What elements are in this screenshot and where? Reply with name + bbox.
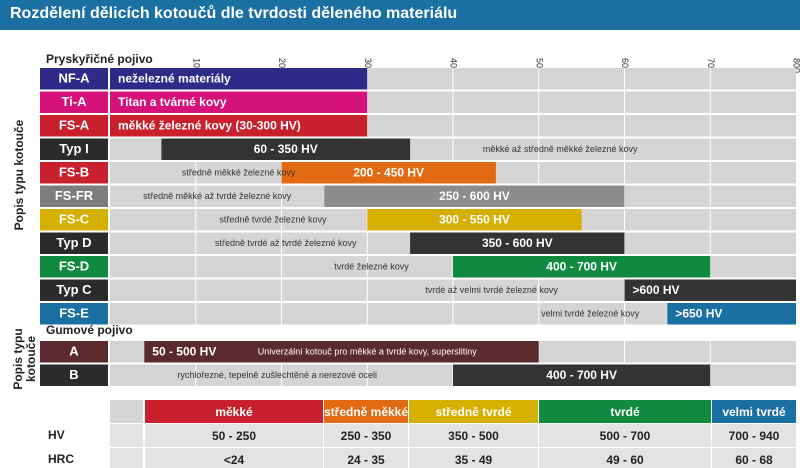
resin-bar-label: 350 - 600 HV bbox=[482, 236, 553, 250]
resin-row-note: středně tvrdé železné kovy bbox=[219, 215, 327, 225]
resin-range-bar bbox=[667, 303, 796, 325]
rubber-label-box bbox=[40, 364, 108, 386]
resin-label-box bbox=[40, 115, 108, 137]
x-tick-label: 100 bbox=[191, 58, 201, 73]
table-hrc-cell: 60 - 68 bbox=[712, 448, 796, 468]
x-axis-ticks: 100 200 300 400 500 600 700 800 bbox=[191, 58, 800, 73]
table-hrc-cell: 35 - 49 bbox=[409, 448, 538, 468]
table-header-cell: středně tvrdé bbox=[409, 400, 538, 423]
resin-bar-label: 300 - 550 HV bbox=[439, 212, 510, 226]
resin-label-box bbox=[40, 162, 108, 184]
resin-row-note: středně měkké železné kovy bbox=[182, 168, 296, 178]
hardness-range-chart: 100 200 300 400 500 600 700 800 NF-A neželezné m… bbox=[40, 58, 800, 386]
resin-label-box bbox=[40, 91, 108, 113]
resin-row-note: tvrdé až velmi tvrdé železné kovy bbox=[425, 285, 558, 295]
resin-label-box bbox=[40, 303, 108, 325]
x-tick-label: 400 bbox=[449, 58, 459, 73]
resin-range-bar bbox=[624, 279, 796, 301]
resin-row-label: Ti-A bbox=[61, 94, 87, 109]
resin-row-label: FS-B bbox=[59, 165, 89, 180]
rubber-range-bar bbox=[144, 341, 539, 363]
table-hrc-cell: 24 - 35 bbox=[324, 448, 408, 468]
section-title-rubber: Gumové pojivo bbox=[46, 323, 133, 337]
table-header-cell: měkké bbox=[145, 400, 323, 423]
resin-range-bar bbox=[367, 209, 582, 231]
resin-range-bar bbox=[161, 138, 411, 160]
resin-bar-label: >600 HV bbox=[633, 283, 680, 297]
table-header-cell: velmi tvrdé bbox=[712, 400, 796, 423]
table-corner bbox=[110, 400, 143, 423]
resin-bar-label: měkké železné kovy (30-300 HV) bbox=[118, 118, 301, 132]
resin-label-box bbox=[40, 279, 108, 301]
resin-rows: NF-A neželezné materiály Ti-A Titan a tvárn… bbox=[40, 68, 796, 325]
rubber-row-note: Univerzální kotouč pro měkké a tvrdé kov… bbox=[258, 347, 477, 357]
resin-row-note: středně měkké až tvrdé železné kovy bbox=[143, 191, 292, 201]
resin-row-note: tvrdé železné kovy bbox=[334, 262, 409, 272]
x-tick-label: 200 bbox=[277, 58, 287, 73]
table-hv-cell: 350 - 500 bbox=[409, 424, 538, 447]
resin-row-label: Typ I bbox=[59, 141, 88, 156]
table-header-cell: tvrdé bbox=[539, 400, 711, 423]
resin-row-label: FS-D bbox=[59, 259, 89, 274]
resin-range-bar bbox=[110, 115, 368, 137]
resin-label-box bbox=[40, 232, 108, 254]
rubber-bar-label: 50 - 500 HV bbox=[152, 344, 216, 358]
table-hv-cell: 250 - 350 bbox=[324, 424, 408, 447]
resin-bar-label: neželezné materiály bbox=[118, 71, 231, 85]
table-row-label: HRC bbox=[48, 452, 74, 466]
resin-label-box bbox=[40, 185, 108, 207]
table-blank-cell bbox=[110, 424, 143, 447]
resin-label-box bbox=[40, 209, 108, 231]
rubber-rows: A 50 - 500 HV Univerzální kotouč pro měkké… bbox=[40, 341, 796, 386]
table-hv-cell: 50 - 250 bbox=[145, 424, 323, 447]
resin-row-note: měkké až středně měkké železné kovy bbox=[483, 144, 638, 154]
x-tick-label: 500 bbox=[534, 58, 544, 73]
resin-bar-label: >650 HV bbox=[675, 306, 722, 320]
rubber-bar-label: 400 - 700 HV bbox=[546, 368, 617, 382]
resin-bar-label: 400 - 700 HV bbox=[546, 259, 617, 273]
resin-row-label: NF-A bbox=[58, 71, 90, 86]
table-blank-cell bbox=[110, 448, 143, 468]
resin-bar-label: 60 - 350 HV bbox=[254, 142, 318, 156]
table-row-label: HV bbox=[48, 428, 65, 442]
x-tick-label: 700 bbox=[706, 58, 716, 73]
title-bar: Rozdělení dělicích kotoučů dle tvrdosti … bbox=[0, 0, 800, 30]
rubber-label-box bbox=[40, 341, 108, 363]
resin-bar-label: Titan a tvárné kovy bbox=[118, 95, 227, 109]
table-header-cell: středně měkké bbox=[324, 400, 408, 423]
page-title: Rozdělení dělicích kotoučů dle tvrdosti … bbox=[10, 5, 458, 22]
resin-range-bar bbox=[324, 185, 625, 207]
resin-bar-label: 250 - 600 HV bbox=[439, 189, 510, 203]
resin-range-bar bbox=[410, 232, 625, 254]
resin-range-bar bbox=[281, 162, 496, 184]
table-hv-cell: 700 - 940 bbox=[712, 424, 796, 447]
resin-row-note: středně tvrdé až tvrdé železné kovy bbox=[215, 238, 357, 248]
x-tick-label: 300 bbox=[363, 58, 373, 73]
table-hv-cell: 500 - 700 bbox=[539, 424, 711, 447]
table-hrc-cell: <24 bbox=[145, 448, 323, 468]
resin-range-bar bbox=[110, 91, 368, 113]
resin-label-box bbox=[40, 138, 108, 160]
resin-row-label: Typ D bbox=[56, 235, 91, 250]
rubber-row-note: rychlořezné, tepelně zušlechtěné a nerez… bbox=[177, 370, 377, 380]
resin-range-bar bbox=[453, 256, 711, 278]
resin-bar-label: 200 - 450 HV bbox=[353, 165, 424, 179]
table-hrc-cell: 49 - 60 bbox=[539, 448, 711, 468]
x-tick-label: 600 bbox=[620, 58, 630, 73]
section-title-resin: Pryskyřičné pojivo bbox=[46, 52, 153, 66]
resin-row-label: FS-C bbox=[59, 212, 90, 227]
resin-range-bar bbox=[110, 68, 368, 90]
x-tick-label: 800 bbox=[792, 58, 800, 73]
resin-row-label: FS-E bbox=[59, 306, 89, 321]
resin-row-label: FS-A bbox=[59, 118, 90, 133]
resin-row-label: Typ C bbox=[56, 282, 92, 297]
resin-label-box bbox=[40, 256, 108, 278]
rubber-row-label: B bbox=[69, 367, 78, 382]
rubber-range-bar bbox=[453, 364, 711, 386]
resin-row-note: velmi tvrdé železné kovy bbox=[541, 309, 640, 319]
resin-row-label: FS-FR bbox=[55, 188, 94, 203]
rubber-row-label: A bbox=[69, 344, 79, 359]
resin-label-box bbox=[40, 68, 108, 90]
